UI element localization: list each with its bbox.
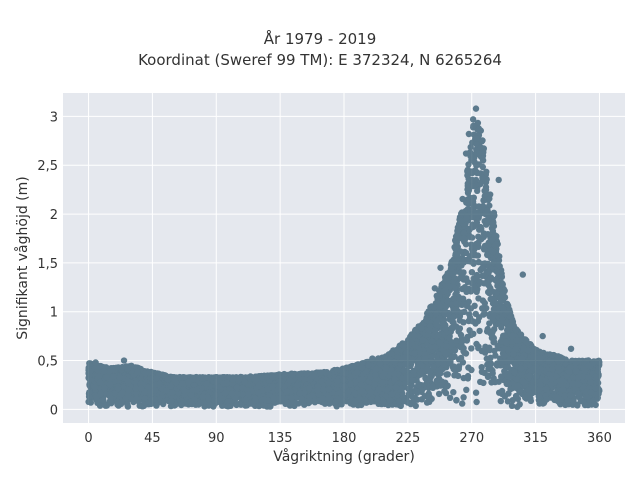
data-point (464, 333, 471, 341)
chart-subtitle: Koordinat (Sweref 99 TM): E 372324, N 62… (138, 51, 502, 69)
data-point (574, 402, 581, 409)
data-point (469, 182, 477, 190)
data-point (471, 159, 478, 166)
data-point (460, 394, 467, 401)
data-point (460, 319, 467, 326)
data-point (468, 269, 476, 276)
chart-title: År 1979 - 2019 (263, 30, 377, 48)
data-point (477, 180, 484, 188)
data-point (480, 265, 487, 272)
data-point (502, 363, 509, 370)
data-points (85, 105, 603, 411)
data-point (468, 345, 475, 352)
data-point (474, 187, 481, 194)
data-point (472, 310, 479, 318)
data-point (495, 378, 502, 385)
data-point (423, 377, 431, 384)
data-point (478, 364, 485, 371)
data-point (465, 257, 472, 265)
data-point (459, 400, 466, 407)
data-point (466, 327, 473, 334)
data-point (463, 386, 470, 393)
data-point (479, 272, 486, 279)
data-point (458, 209, 466, 216)
data-point (467, 143, 474, 151)
data-point (478, 368, 486, 376)
data-point (486, 202, 493, 209)
data-point (479, 305, 486, 312)
data-point (462, 241, 470, 248)
data-point (479, 297, 487, 304)
data-point (535, 393, 543, 400)
data-point (224, 398, 232, 405)
data-point (455, 363, 463, 370)
data-point (442, 303, 450, 310)
data-point (472, 389, 480, 396)
data-point (501, 393, 509, 400)
data-point (405, 399, 412, 406)
data-point (487, 360, 495, 368)
data-point (480, 311, 487, 318)
data-point (488, 379, 495, 386)
data-point (423, 399, 431, 406)
data-point (460, 374, 467, 382)
data-point (483, 355, 490, 362)
data-point (435, 390, 443, 398)
data-point (492, 352, 499, 359)
